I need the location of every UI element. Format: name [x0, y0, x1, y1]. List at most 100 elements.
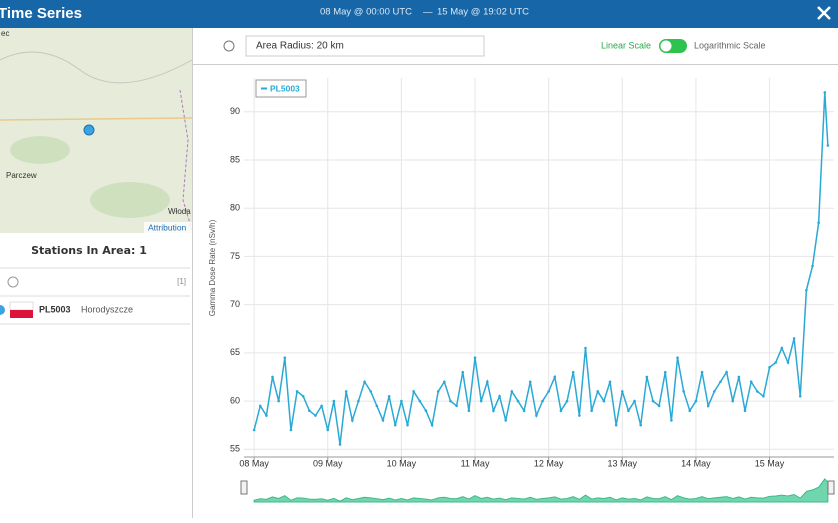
x-tick-label: 09 May — [313, 458, 343, 468]
data-point — [633, 399, 636, 403]
flag-red — [10, 310, 33, 318]
attribution-box — [144, 222, 192, 233]
data-point — [289, 428, 293, 432]
data-point — [406, 423, 409, 427]
data-point — [798, 394, 802, 398]
station-dot[interactable] — [0, 305, 5, 315]
data-point — [301, 394, 305, 398]
data-point — [258, 404, 262, 408]
data-point — [553, 375, 557, 379]
data-point — [486, 380, 489, 384]
x-tick-label: 08 May — [239, 458, 269, 468]
map-label: Włoda — [168, 207, 191, 216]
navigator-area — [253, 478, 829, 503]
y-tick-label: 60 — [230, 395, 240, 405]
data-point — [467, 409, 471, 413]
data-point — [277, 399, 280, 403]
forest — [90, 182, 170, 218]
y-tick-label: 80 — [230, 203, 240, 213]
navigator-handle[interactable] — [827, 480, 835, 495]
data-point — [535, 414, 538, 417]
y-tick-label: 55 — [230, 444, 240, 454]
station-count: [1] — [177, 277, 186, 286]
data-point — [308, 409, 311, 413]
data-point — [578, 414, 581, 417]
data-point — [774, 361, 778, 364]
data-point — [817, 221, 820, 224]
data-point — [565, 399, 569, 403]
flag-white — [9, 301, 34, 311]
forest — [10, 136, 70, 164]
data-point — [510, 390, 514, 393]
map-label: Parczew — [6, 171, 37, 180]
data-point — [651, 399, 655, 403]
data-point — [381, 419, 385, 422]
data-point — [455, 404, 458, 408]
data-point — [762, 394, 765, 398]
data-point — [369, 390, 373, 393]
data-point — [314, 414, 317, 417]
end-date: 15 May @ 19:02 UTC — [437, 7, 529, 18]
data-point — [357, 399, 360, 403]
radius-label: Area Radius: 20 km — [256, 41, 344, 52]
data-point — [320, 404, 323, 408]
attribution[interactable]: Attribution — [148, 222, 187, 232]
data-point — [719, 380, 722, 384]
data-point — [400, 399, 403, 403]
data-point — [811, 264, 814, 268]
data-point — [541, 399, 544, 403]
data-point — [749, 380, 753, 384]
y-tick-label: 65 — [230, 347, 240, 357]
navigator-handle[interactable] — [240, 480, 248, 495]
data-point — [461, 370, 465, 374]
data-point — [657, 404, 661, 408]
station-id[interactable]: PL5003 — [39, 304, 71, 314]
data-point — [694, 399, 698, 403]
data-point — [731, 399, 735, 403]
legend-label[interactable]: PL5003 — [270, 83, 300, 93]
locate-button[interactable] — [223, 40, 235, 52]
data-point — [271, 375, 274, 379]
data-point — [713, 390, 716, 393]
toggle-knob — [660, 40, 672, 52]
data-point — [516, 399, 520, 403]
data-point — [786, 361, 790, 364]
data-point — [265, 414, 268, 417]
data-point — [639, 423, 643, 427]
x-tick-label: 12 May — [534, 458, 564, 468]
data-point — [700, 370, 704, 374]
x-tick-label: 14 May — [681, 458, 711, 468]
data-point — [620, 390, 624, 393]
data-point — [826, 144, 830, 147]
data-point — [547, 390, 550, 393]
data-point — [743, 409, 747, 413]
radius-select[interactable] — [245, 35, 485, 57]
checkbox[interactable] — [7, 276, 19, 288]
data-point — [590, 409, 593, 413]
data-point — [663, 370, 667, 374]
station-marker[interactable] — [83, 124, 95, 136]
data-point — [768, 366, 771, 369]
data-point — [805, 288, 808, 292]
x-tick-label: 13 May — [608, 458, 638, 468]
data-point — [528, 380, 532, 384]
close-button[interactable] — [817, 6, 831, 20]
log-label[interactable]: Logarithmic Scale — [694, 40, 766, 50]
legend — [255, 79, 307, 98]
x-tick-label: 11 May — [461, 458, 490, 468]
data-point — [449, 399, 452, 403]
data-point — [584, 346, 587, 350]
data-point — [473, 356, 477, 359]
data-point — [418, 399, 422, 403]
data-point — [338, 443, 342, 446]
chart: 55 60 65 70 75 80 85 90 08 May 09 May 10 May 11 May… — [230, 78, 835, 503]
linear-label[interactable]: Linear Scale — [601, 40, 651, 50]
data-point — [645, 375, 649, 379]
data-point — [436, 390, 440, 393]
data-point — [780, 346, 784, 350]
data-point — [627, 409, 630, 413]
start-date: 08 May @ 00:00 UTC — [320, 7, 412, 18]
title: Time Series — [0, 5, 82, 22]
